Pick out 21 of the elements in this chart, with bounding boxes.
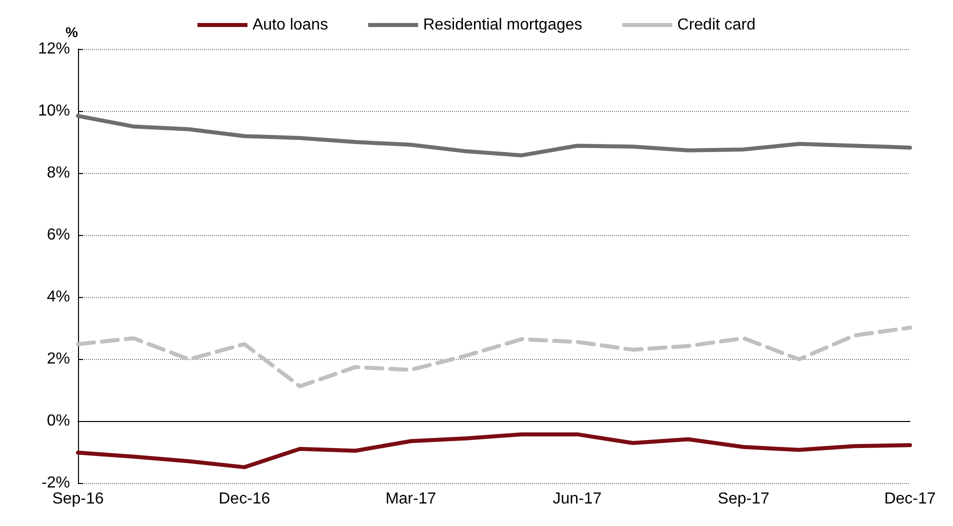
y-tick-label: 0% [46,412,70,430]
x-tick-label: Sep-16 [52,490,104,508]
y-tick-label: 12% [38,40,70,58]
y-axis-title: % [66,24,79,40]
y-tick-label: 2% [46,350,70,368]
y-tick-label: 10% [38,102,70,120]
legend-label: Credit card [677,16,756,34]
x-tick-label: Dec-16 [218,490,270,508]
legend-label: Auto loans [252,16,328,34]
line-series [76,432,912,470]
legend-label: Residential mortgages [423,16,582,34]
x-tick-label: Mar-17 [385,490,436,508]
y-tick-label: 6% [46,226,70,244]
x-tick-label: Jun-17 [552,490,602,508]
x-tick-label: Sep-17 [718,490,770,508]
y-tick-label: 4% [46,288,70,306]
x-tick-label: Dec-17 [884,490,936,508]
y-tick-label: -2% [42,474,70,492]
line-series [76,114,912,158]
y-tick-label: 8% [46,164,70,182]
line-series [76,326,912,388]
